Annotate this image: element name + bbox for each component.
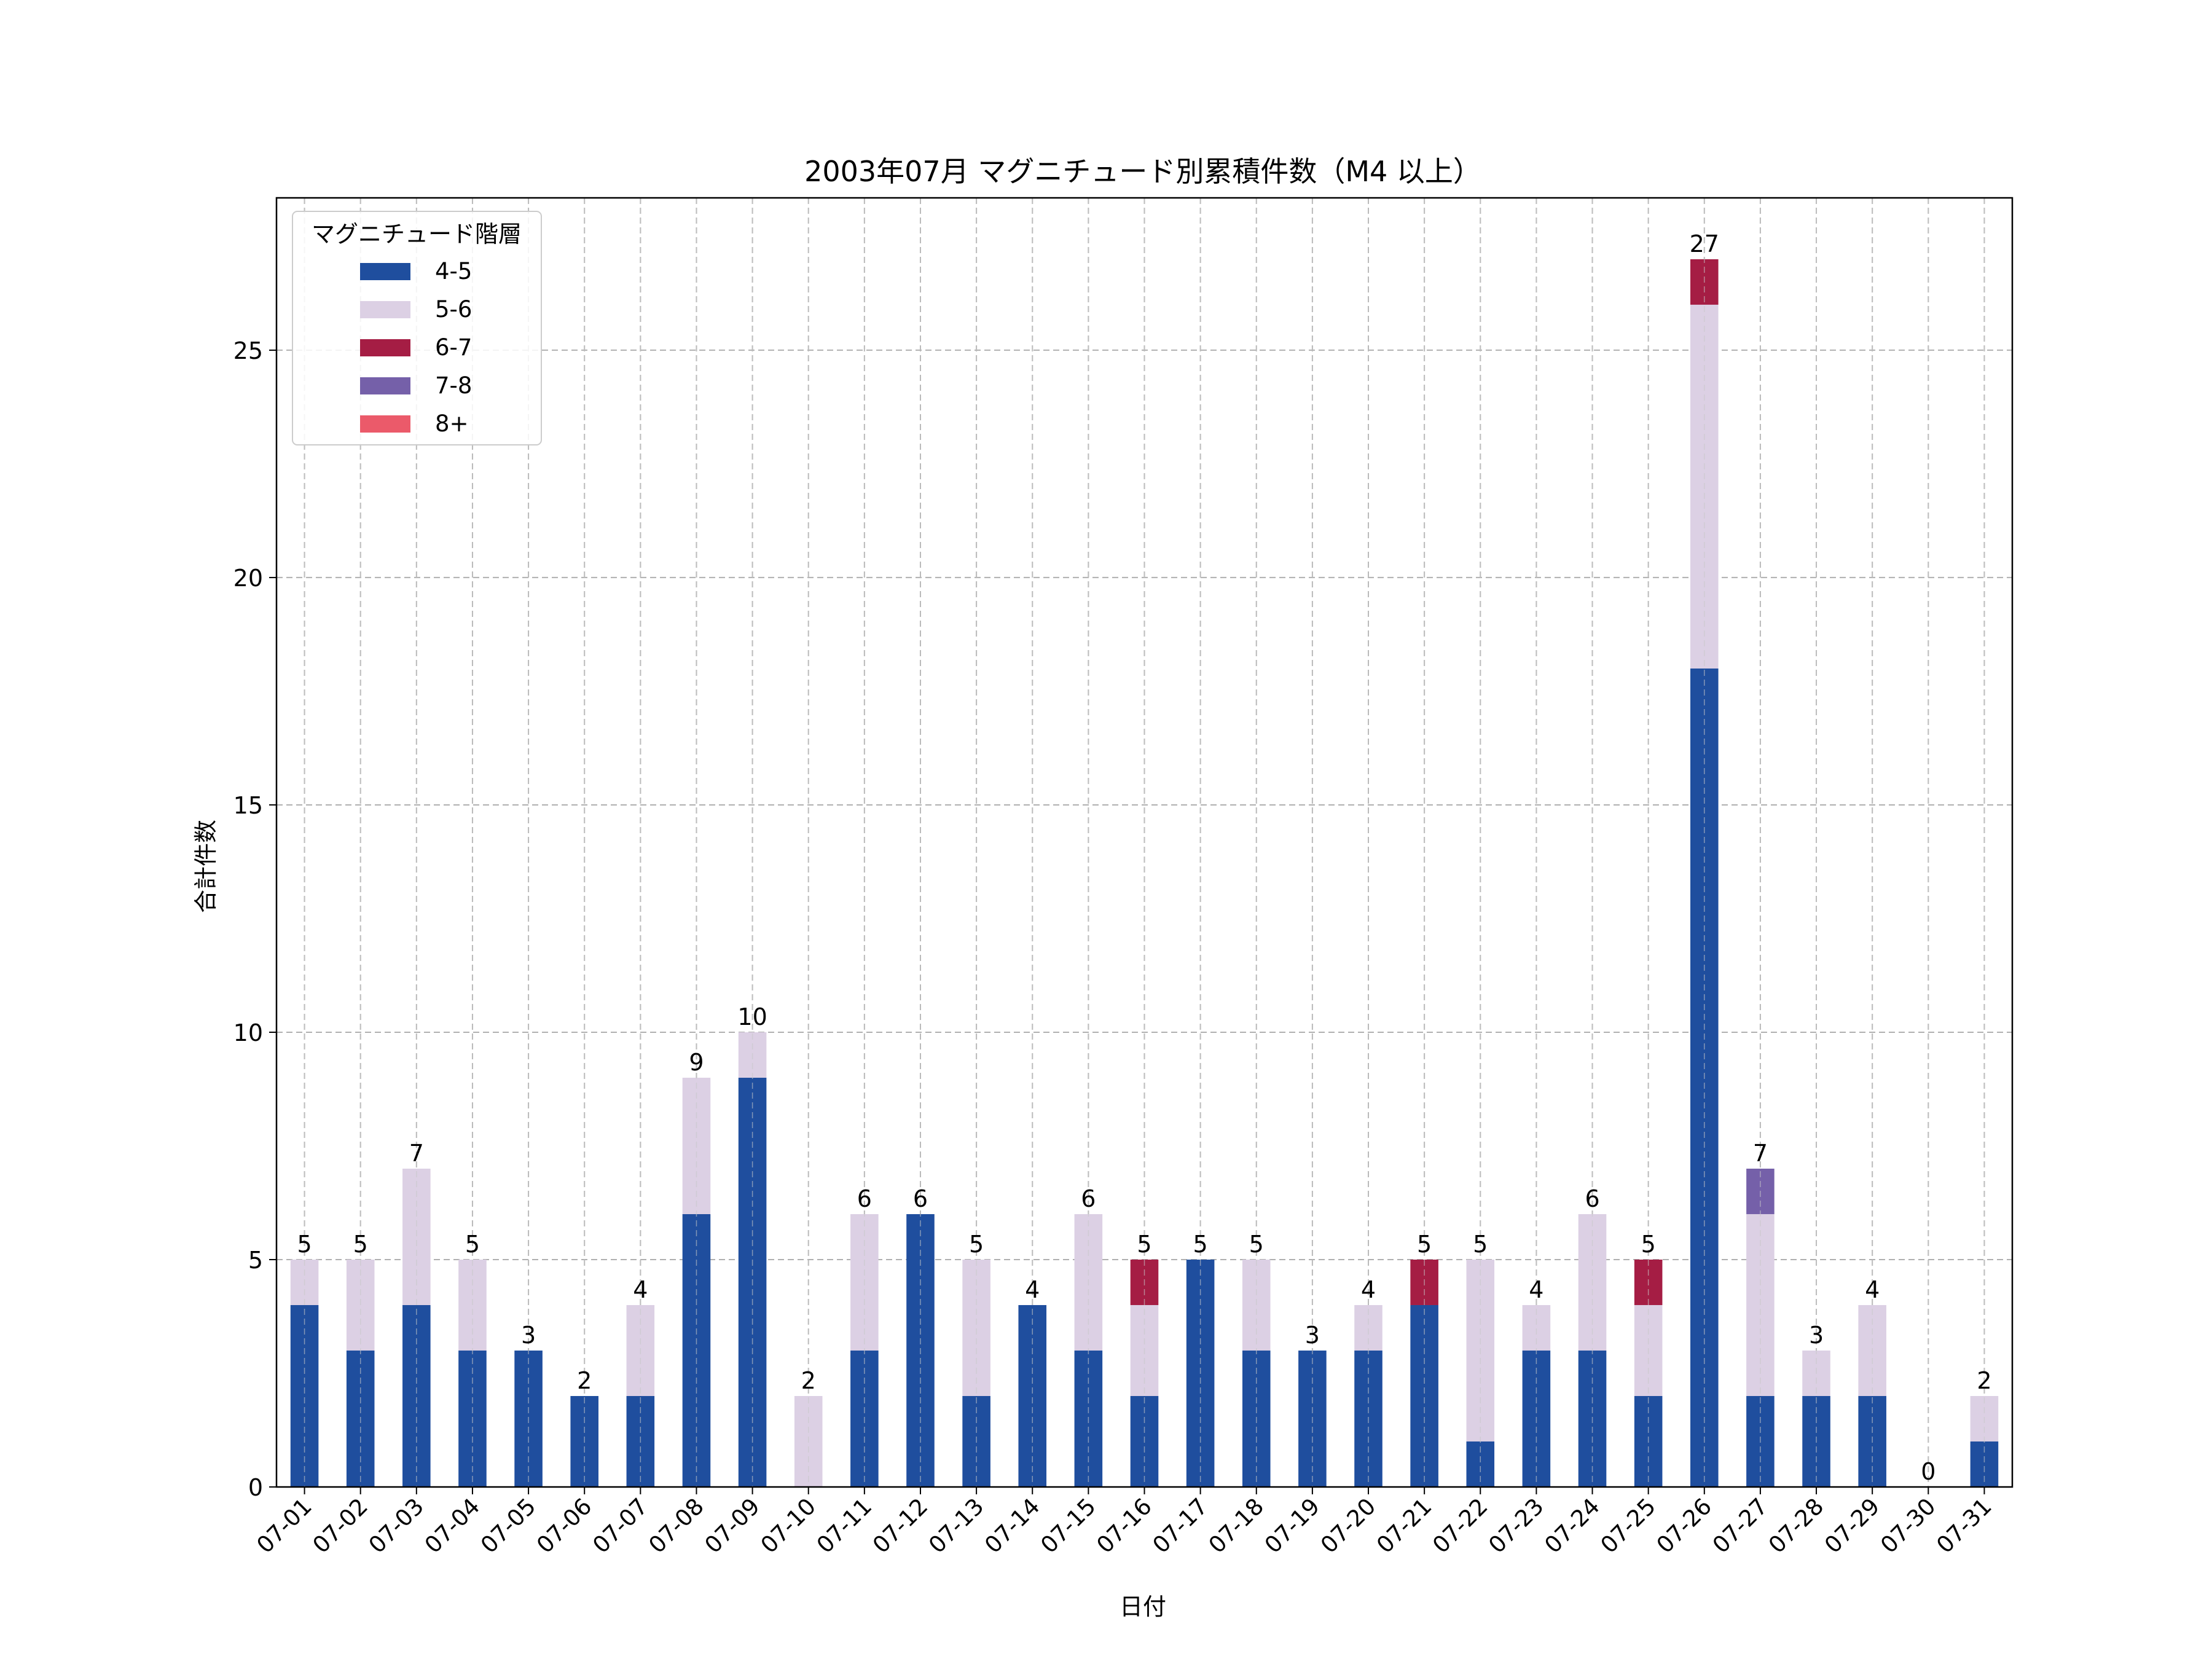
total-label: 9 (689, 1049, 704, 1076)
total-label: 5 (969, 1231, 984, 1258)
legend-label: 4-5 (435, 258, 472, 284)
y-tick-label: 0 (248, 1474, 263, 1501)
legend-box (292, 211, 542, 445)
total-label: 5 (1193, 1231, 1208, 1258)
total-label: 5 (1249, 1231, 1264, 1258)
total-label: 6 (857, 1185, 872, 1212)
legend-label: 8+ (435, 410, 469, 437)
total-label: 7 (1753, 1140, 1768, 1167)
total-label: 5 (297, 1231, 312, 1258)
total-label: 4 (1529, 1276, 1543, 1303)
y-axis-label: 合計件数 (192, 820, 219, 913)
legend-swatch-8+ (360, 415, 410, 433)
y-tick-label: 15 (233, 792, 263, 819)
legend-swatch-6-7 (360, 339, 410, 356)
total-label: 5 (1641, 1231, 1656, 1258)
total-label: 4 (633, 1276, 648, 1303)
legend-label: 6-7 (435, 334, 472, 361)
y-tick-label: 10 (233, 1019, 263, 1046)
y-tick-label: 5 (248, 1247, 263, 1274)
y-tick-label: 20 (233, 565, 263, 592)
total-label: 7 (409, 1140, 424, 1167)
total-label: 3 (521, 1322, 536, 1349)
total-label: 5 (1137, 1231, 1151, 1258)
total-label: 6 (1585, 1185, 1599, 1212)
total-label: 6 (913, 1185, 928, 1212)
total-label: 4 (1025, 1276, 1040, 1303)
total-label: 27 (1690, 230, 1719, 257)
legend-swatch-4-5 (360, 263, 410, 280)
total-label: 0 (1921, 1458, 1936, 1485)
x-axis-label: 日付 (1120, 1593, 1166, 1620)
total-label: 5 (1473, 1231, 1488, 1258)
data-labels: 5 5 7 5 3 2 4 9 10 2 6 6 5 4 6 5 5 5 3 4 5 5 4 6 5 27 7 3 4 0 2 (297, 230, 1991, 1485)
total-label: 5 (1417, 1231, 1432, 1258)
total-label: 6 (1081, 1185, 1096, 1212)
chart-title: 2003年07月 マグニチュード別累積件数（M4 以上） (804, 155, 1481, 188)
total-label: 2 (1977, 1367, 1991, 1394)
legend: マグニチュード階層 4-5 5-6 6-7 7-8 8+ (292, 211, 542, 445)
legend-swatch-7-8 (360, 377, 410, 394)
y-tick-label: 25 (233, 337, 263, 364)
total-label: 4 (1361, 1276, 1376, 1303)
legend-swatch-5-6 (360, 301, 410, 318)
legend-label: 5-6 (435, 296, 472, 323)
total-label: 4 (1865, 1276, 1880, 1303)
total-label: 2 (577, 1367, 592, 1394)
legend-label: 7-8 (435, 372, 472, 399)
total-label: 5 (465, 1231, 480, 1258)
legend-title: マグニチュード階層 (312, 221, 522, 248)
bars (290, 198, 1999, 1487)
total-label: 3 (1305, 1322, 1320, 1349)
total-label: 10 (737, 1003, 767, 1030)
total-label: 5 (353, 1231, 368, 1258)
total-label: 2 (801, 1367, 816, 1394)
total-label: 3 (1809, 1322, 1824, 1349)
